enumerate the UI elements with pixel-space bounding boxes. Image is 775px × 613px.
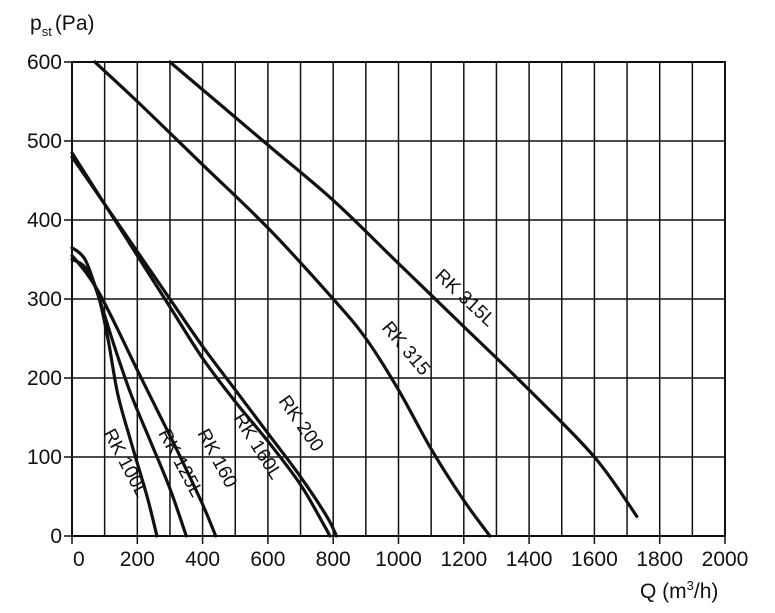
x-tick-label: 800	[316, 548, 351, 571]
curve-rk-125l	[70, 246, 188, 538]
x-tick-label: 600	[250, 548, 285, 571]
curves	[70, 60, 639, 538]
y-tick-label: 100	[27, 446, 62, 469]
x-tick-label: 1200	[440, 548, 487, 571]
y-tick-label: 300	[27, 288, 62, 311]
x-tick-label: 1400	[506, 548, 553, 571]
curve-rk-315	[93, 60, 492, 538]
y-tick-label: 200	[27, 367, 62, 390]
y-tick-label: 500	[27, 130, 62, 153]
curve-rk-315l	[168, 60, 639, 518]
y-tick-label: 0	[50, 525, 62, 548]
grid	[71, 61, 726, 537]
y-axis-title: pst (Pa)	[30, 12, 95, 39]
x-tick-label: 1600	[571, 548, 618, 571]
x-tick-label: 200	[120, 548, 155, 571]
y-tick-label: 600	[27, 51, 62, 74]
curve-rk-100l	[70, 257, 159, 538]
x-tick-label: 2000	[702, 548, 749, 571]
x-tick-labels: 0 200 400 600 800 1000 1200 1400 1600 1800 2000	[71, 536, 749, 571]
x-axis-title: Q (m3/h)	[640, 578, 718, 603]
y-tick-labels: 0 100 200 300 400 500 600	[27, 51, 72, 548]
curve-rk-160	[70, 254, 218, 538]
curve-label: RK 100L	[99, 425, 152, 500]
curve-label: RK 315L	[431, 265, 499, 331]
y-tick-label: 400	[27, 209, 62, 232]
x-tick-label: 1000	[375, 548, 422, 571]
curve-rk-200	[70, 155, 339, 538]
x-tick-label: 1800	[636, 548, 683, 571]
x-tick-label: 0	[73, 548, 85, 571]
x-tick-label: 400	[185, 548, 220, 571]
